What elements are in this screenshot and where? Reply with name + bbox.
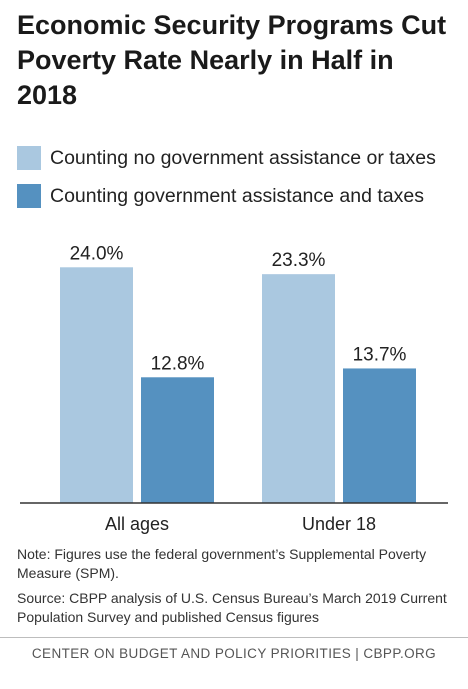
bar-under-18-no-assistance bbox=[262, 274, 335, 503]
note-text: Note: Figures use the federal government… bbox=[17, 546, 427, 581]
legend-item-no-assistance: Counting no government assistance or tax… bbox=[17, 146, 436, 170]
bar-under-18-with-assistance bbox=[343, 368, 416, 503]
bar-chart: 24.0% 12.8% All ages 23.3% 13.7% Under 18 bbox=[20, 243, 448, 534]
data-label: 13.7% bbox=[353, 344, 407, 365]
notes: Note: Figures use the federal government… bbox=[17, 545, 457, 633]
legend-swatch-light bbox=[17, 146, 41, 170]
data-label: 24.0% bbox=[70, 243, 124, 264]
data-label: 12.8% bbox=[151, 353, 205, 374]
legend-item-with-assistance: Counting government assistance and taxes bbox=[17, 184, 436, 208]
footer-divider bbox=[0, 637, 468, 638]
x-tick-label: Under 18 bbox=[302, 514, 376, 534]
bar-all-ages-with-assistance bbox=[141, 377, 214, 503]
legend-label-no-assistance: Counting no government assistance or tax… bbox=[50, 146, 436, 169]
data-label: 23.3% bbox=[272, 250, 326, 271]
legend: Counting no government assistance or tax… bbox=[17, 146, 436, 222]
source-text: Source: CBPP analysis of U.S. Census Bur… bbox=[17, 590, 447, 625]
footer: CENTER ON BUDGET AND POLICY PRIORITIES |… bbox=[31, 646, 437, 661]
chart-title: Economic Security Programs Cut Poverty R… bbox=[17, 10, 447, 110]
bar-all-ages-no-assistance bbox=[60, 267, 133, 503]
legend-label-with-assistance: Counting government assistance and taxes bbox=[50, 184, 424, 207]
x-tick-label: All ages bbox=[105, 514, 169, 534]
legend-swatch-dark bbox=[17, 184, 41, 208]
